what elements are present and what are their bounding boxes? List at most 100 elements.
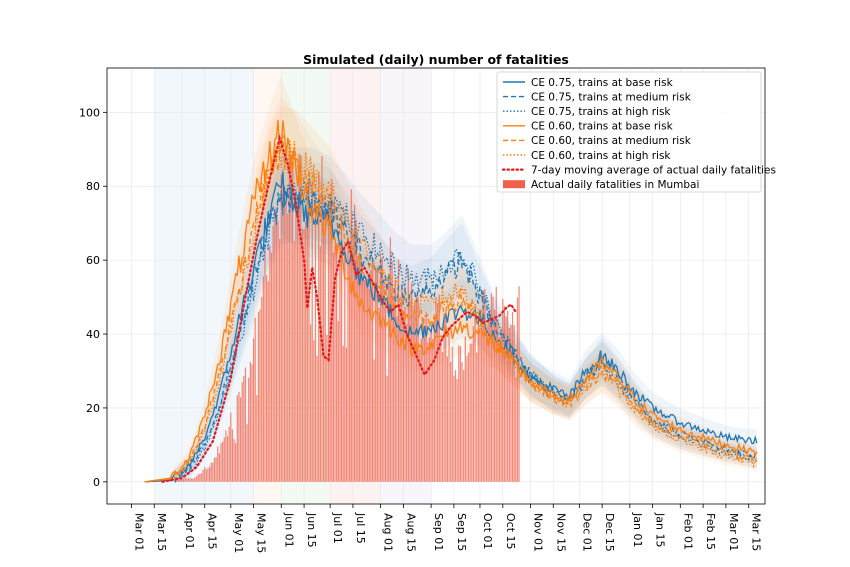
actual-fatality-bar	[503, 306, 506, 482]
actual-fatality-bar	[194, 477, 196, 482]
actual-fatality-bar	[489, 318, 491, 482]
actual-fatality-bar	[511, 311, 514, 482]
actual-fatality-bar	[430, 332, 432, 482]
actual-fatality-bar	[435, 297, 437, 482]
actual-fatality-bar	[277, 220, 279, 482]
actual-fatality-bar	[187, 478, 190, 482]
x-tick-label-25: Mar 15	[750, 513, 763, 551]
actual-fatality-bar	[458, 345, 460, 482]
actual-fatality-bar	[414, 300, 416, 482]
legend-label-4: CE 0.60, trains at medium risk	[531, 135, 692, 147]
phase-shading-layer	[154, 68, 432, 504]
actual-fatality-bar	[254, 317, 256, 482]
actual-fatality-bar	[204, 467, 206, 482]
actual-fatality-bar	[513, 324, 515, 482]
actual-fatality-bar	[182, 478, 185, 482]
actual-fatality-bar	[213, 457, 216, 482]
actual-fatality-bar	[432, 338, 434, 482]
actual-fatality-bar	[469, 343, 471, 482]
actual-fatality-bar	[200, 473, 203, 482]
actual-fatality-bar	[419, 349, 421, 482]
actual-fatality-bar	[223, 437, 225, 482]
actual-fatality-bar	[267, 281, 269, 482]
actual-fatality-bar	[323, 210, 325, 482]
moving-average-line	[161, 134, 517, 483]
actual-fatality-bar	[482, 290, 484, 482]
actual-fatality-bar	[358, 252, 361, 482]
actual-fatality-bar	[440, 339, 442, 482]
actual-fatality-bar	[492, 296, 494, 482]
actual-fatality-bar	[342, 345, 344, 482]
actual-fatality-bar	[283, 186, 286, 482]
actual-fatality-bar	[394, 279, 396, 482]
actual-fatality-bar	[184, 477, 186, 482]
actual-fatality-bar	[406, 324, 408, 482]
series-line-4	[144, 135, 758, 483]
series-line-2	[144, 177, 758, 483]
actual-fatality-bar	[210, 462, 212, 482]
actual-fatality-bar	[474, 314, 476, 482]
actual-fatality-bar	[249, 362, 251, 482]
actual-fatality-bar	[226, 436, 229, 482]
actual-fatality-bar	[300, 155, 302, 482]
actual-fatality-bar	[293, 240, 295, 482]
actual-fatality-bar	[309, 324, 312, 482]
actual-fatality-bar	[231, 429, 234, 482]
x-tick-label-22: Feb 01	[681, 513, 694, 550]
actual-fatality-bar	[314, 196, 317, 482]
actual-fatality-bar	[502, 298, 504, 482]
actual-fatality-bar	[248, 377, 250, 482]
actual-fatality-bar	[467, 352, 470, 482]
actual-fatality-bar	[238, 391, 240, 482]
actual-fatality-bar	[427, 342, 429, 482]
actual-fatality-bar	[243, 375, 245, 482]
x-tick-label-4: May 01	[232, 513, 245, 553]
legend-label-3: CE 0.60, trains at base risk	[531, 121, 674, 133]
actual-fatality-bar	[282, 169, 284, 482]
actual-fatality-bar	[178, 479, 180, 482]
actual-fatality-bar	[235, 443, 237, 482]
actual-fatality-bar	[296, 201, 299, 482]
actual-fatality-bar	[485, 329, 488, 482]
actual-fatality-bar	[266, 275, 268, 482]
actual-fatality-bar	[179, 478, 181, 482]
actual-fatality-bar	[298, 153, 300, 482]
actual-fatality-bar	[441, 352, 444, 482]
actual-fatality-bar	[459, 346, 462, 482]
actual-fatality-bar	[192, 478, 194, 482]
actual-fatality-bar	[453, 375, 455, 482]
actual-fatality-bar	[479, 330, 481, 482]
x-tick-label-19: Dec 15	[603, 513, 616, 552]
actual-fatality-bar	[336, 243, 338, 482]
x-tick-label-20: Jan 01	[631, 512, 644, 547]
actual-fatality-bar	[270, 252, 273, 482]
actual-fatality-bar	[373, 359, 375, 482]
actual-fatality-bar	[353, 204, 356, 482]
actual-fatality-bar	[366, 278, 369, 482]
actual-fatality-bar	[316, 355, 318, 482]
actual-fatality-bar	[360, 258, 362, 482]
actual-fatality-bar	[365, 276, 367, 482]
x-tick-label-23: Feb 15	[704, 513, 717, 550]
legend-label-1: CE 0.75, trains at medium risk	[531, 91, 692, 103]
actual-fatality-bar	[337, 321, 339, 482]
x-tick-label-6: Jun 01	[282, 512, 295, 548]
actual-fatality-bar	[290, 165, 292, 482]
actual-fatality-bar	[257, 311, 260, 482]
series-line-5	[144, 139, 758, 483]
legend-label-5: CE 0.60, trains at high risk	[531, 150, 671, 162]
actual-fatality-bar	[252, 338, 255, 482]
actual-fatality-bar	[306, 211, 308, 482]
moving-average-path	[161, 134, 517, 483]
actual-fatality-bar	[324, 206, 326, 482]
actual-fatality-bar	[272, 225, 274, 482]
actual-fatality-bar	[383, 278, 385, 482]
legend-label-7: Actual daily fatalities in Mumbai	[531, 179, 699, 191]
x-tick-label-16: Nov 01	[531, 513, 544, 552]
y-tick-label-5: 100	[79, 106, 100, 119]
x-tick-label-18: Dec 01	[580, 513, 593, 552]
series-band-4	[144, 97, 757, 482]
actual-fatality-bar	[443, 313, 445, 482]
actual-fatality-bar	[274, 211, 276, 482]
actual-fatality-bar	[355, 219, 357, 482]
